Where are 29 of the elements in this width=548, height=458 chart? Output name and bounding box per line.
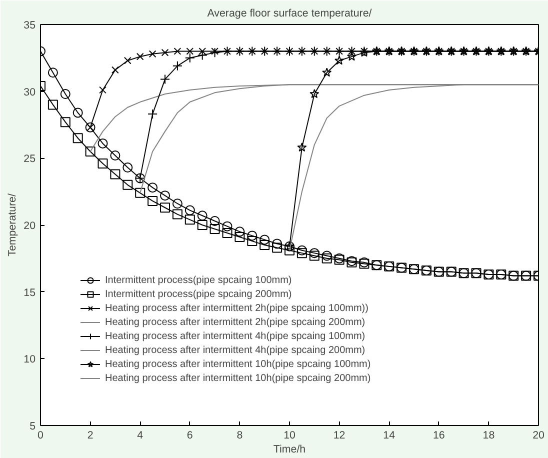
x-tick-label: 0: [38, 430, 44, 442]
x-tick-label: 18: [482, 430, 495, 442]
y-tick-label: 15: [24, 286, 36, 299]
legend-label: Heating process after intermittent 10h(pipe spcaing 200mm): [105, 372, 371, 384]
legend-label: Intermittent process(pipe spcaing 100mm): [105, 274, 292, 286]
legend-label: Heating process after intermittent 4h(pipe spcaing 200mm): [105, 344, 366, 356]
x-tick-label: 10: [284, 430, 296, 442]
legend-label: Heating process after intermittent 2h(pipe spcaing 100mm)): [105, 302, 368, 314]
x-axis-title: Time/h: [273, 444, 306, 456]
legend-label: Heating process after intermittent 10h(pipe spcaing 100mm): [105, 358, 371, 370]
y-tick-label: 20: [24, 220, 36, 232]
x-tick-label: 16: [432, 430, 445, 442]
chart-title: Average floor surface temperature/: [207, 8, 372, 20]
y-axis-title: Temperature/: [6, 194, 19, 256]
legend-label: Intermittent process(pipe spcaing 200mm): [105, 288, 292, 300]
y-tick-label: 5: [30, 420, 36, 432]
x-tick-label: 8: [236, 430, 243, 442]
x-tick-label: 4: [137, 430, 144, 442]
y-tick-label: 10: [24, 354, 36, 366]
y-tick-label: 25: [24, 153, 36, 166]
x-tick-label: 2: [87, 430, 94, 442]
x-tick-label: 20: [532, 430, 544, 442]
y-tick-label: 35: [24, 20, 36, 32]
legend-label: Heating process after intermittent 2h(pipe spcaing 200mm): [105, 316, 366, 328]
y-tick-label: 30: [24, 86, 36, 98]
legend-label: Heating process after intermittent 4h(pipe spcaing 100mm): [105, 330, 366, 342]
x-tick-label: 14: [383, 430, 396, 442]
x-tick-label: 12: [333, 430, 346, 442]
x-tick-label: 6: [186, 430, 193, 442]
